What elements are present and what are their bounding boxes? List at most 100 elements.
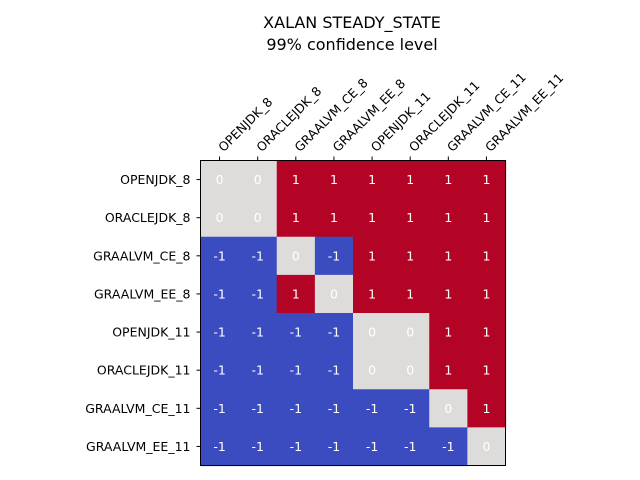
cell-value-label: -1	[328, 439, 340, 454]
heatmap-cell	[276, 160, 316, 200]
cell-value-label: 0	[216, 210, 224, 225]
heatmap-cell	[238, 351, 278, 390]
heatmap-cell	[314, 160, 354, 200]
y-tick-label: OPENJDK_8	[120, 172, 190, 187]
cell-value-label: -1	[290, 363, 302, 378]
heatmap-cell	[276, 313, 316, 352]
heatmap-cell	[467, 351, 507, 390]
cell-value-label: -1	[328, 248, 340, 263]
heatmap-cell	[467, 389, 507, 428]
heatmap-cell	[391, 236, 430, 276]
cell-value-label: 1	[444, 286, 452, 301]
cell-value-label: 1	[444, 363, 452, 378]
heatmap-cell	[238, 160, 278, 200]
cell-value-label: -1	[366, 439, 378, 454]
y-tick-labels: OPENJDK_8 ORACLEJDK_8 GRAALVM_CE_8 GRAALVM_…	[85, 172, 201, 454]
heatmap-cell	[391, 160, 430, 200]
heatmap-cell	[200, 313, 240, 352]
heatmap-cell	[429, 274, 468, 314]
cell-value-label: -1	[290, 401, 302, 416]
heatmap-cell	[238, 274, 278, 314]
heatmap-cell	[314, 389, 354, 428]
heatmap-cell	[314, 313, 354, 352]
heatmap-cell	[429, 236, 468, 276]
y-tick-label: GRAALVM_CE_8	[93, 248, 190, 263]
cell-value-label: 1	[292, 286, 300, 301]
cell-value-label: 0	[330, 286, 338, 301]
heatmap-cell	[200, 351, 240, 390]
cell-value-label: 1	[444, 248, 452, 263]
cell-value-label: -1	[213, 363, 225, 378]
heatmap-cell	[200, 236, 240, 276]
heatmap-cell	[276, 198, 316, 238]
heatmap-cell	[391, 389, 430, 428]
heatmap-cell	[200, 274, 240, 314]
heatmap-cell	[353, 351, 392, 390]
x-tick-labels: OPENJDK_8ORACLEJDK_8GRAALVM_CE_8GRAALVM_…	[215, 70, 566, 161]
heatmap-cell	[467, 274, 507, 314]
cell-value-label: 1	[406, 210, 414, 225]
heatmap-cell	[276, 236, 316, 276]
cell-value-label: 1	[406, 248, 414, 263]
y-tick-label: GRAALVM_CE_11	[85, 401, 190, 416]
cell-value-label: 1	[482, 286, 490, 301]
chart-title: XALAN STEADY_STATE	[263, 13, 441, 33]
heatmap-cell	[276, 389, 316, 428]
heatmap-cell	[314, 236, 354, 276]
cell-value-label: 1	[368, 248, 376, 263]
heatmap-cell	[429, 313, 468, 352]
heatmap-cell	[391, 198, 430, 238]
cell-value-label: -1	[213, 325, 225, 340]
heatmap-cell	[353, 389, 392, 428]
cell-value-label: -1	[404, 401, 416, 416]
heatmap-cell	[391, 427, 430, 467]
heatmap-cell	[276, 427, 316, 467]
cell-value-label: -1	[251, 286, 263, 301]
heatmap-cell	[467, 427, 507, 467]
cell-value-label: 1	[482, 363, 490, 378]
y-tick-label: GRAALVM_EE_8	[94, 286, 191, 301]
cell-value-label: 1	[406, 172, 414, 187]
cell-value-label: 0	[406, 325, 414, 340]
cell-value-label: 0	[216, 172, 224, 187]
cell-value-label: 1	[368, 210, 376, 225]
chart-subtitle: 99% confidence level	[266, 35, 437, 54]
cell-value-label: -1	[251, 401, 263, 416]
heatmap-cell	[429, 160, 468, 200]
cell-value-label: -1	[251, 439, 263, 454]
heatmap-cell	[238, 427, 278, 467]
cell-value-label: 1	[330, 210, 338, 225]
heatmap-cell	[314, 274, 354, 314]
cell-value-label: 1	[406, 286, 414, 301]
cell-value-label: -1	[213, 401, 225, 416]
heatmap-cell	[200, 389, 240, 428]
heatmap-cell	[238, 198, 278, 238]
heatmap-cell	[314, 427, 354, 467]
heatmap-cell	[467, 313, 507, 352]
heatmap-cell	[391, 351, 430, 390]
heatmap-cell	[429, 427, 468, 467]
cell-value-label: -1	[328, 401, 340, 416]
cell-value-label: 1	[444, 172, 452, 187]
cell-value-label: 1	[482, 325, 490, 340]
heatmap-cell	[391, 313, 430, 352]
cell-value-label: -1	[251, 363, 263, 378]
cell-value-label: 1	[444, 325, 452, 340]
cell-value-label: -1	[213, 439, 225, 454]
cell-value-label: 0	[254, 210, 262, 225]
heatmap-cell	[314, 198, 354, 238]
heatmap-cell	[467, 160, 507, 200]
heatmap-cell	[276, 274, 316, 314]
cell-value-label: -1	[442, 439, 454, 454]
cell-value-label: -1	[328, 363, 340, 378]
heatmap-cell	[238, 389, 278, 428]
y-tick-label: GRAALVM_EE_11	[86, 439, 190, 454]
heatmap-cell	[276, 351, 316, 390]
heatmap-cell	[353, 160, 392, 200]
cell-value-label: 1	[482, 210, 490, 225]
cell-value-label: -1	[328, 325, 340, 340]
heatmap-cell	[200, 160, 240, 200]
heatmap-cell	[314, 351, 354, 390]
cell-value-label: 1	[368, 172, 376, 187]
